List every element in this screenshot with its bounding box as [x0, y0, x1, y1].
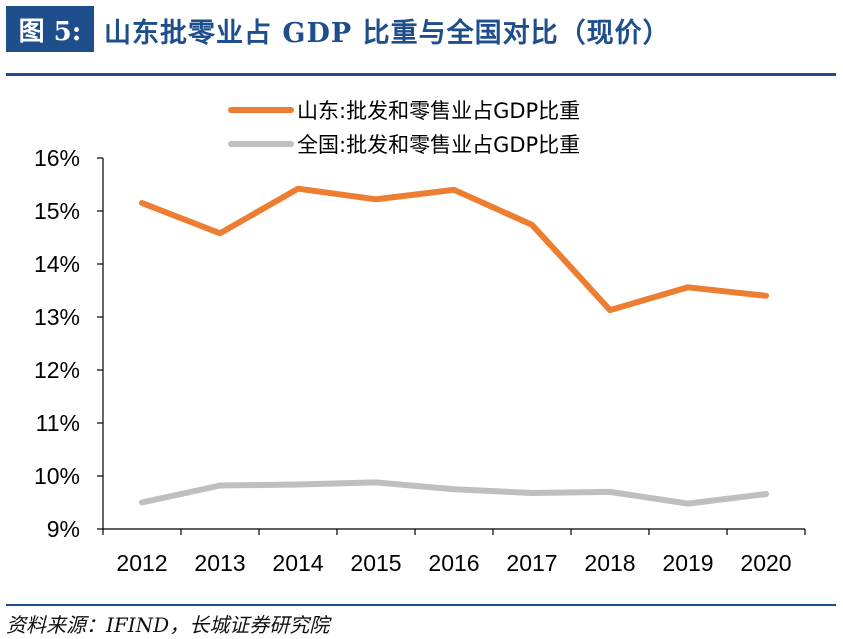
y-tick-label: 12%: [34, 357, 80, 383]
footer-divider: [6, 604, 836, 606]
series-line-2: [139, 479, 769, 507]
y-tick-label: 11%: [36, 410, 80, 436]
y-axis: 16% 15% 14% 13% 12% 11% 10% 9%: [34, 145, 104, 542]
x-tick-label: 2017: [506, 550, 557, 576]
plot-area: [139, 185, 769, 507]
figure-title: 山东批零业占 GDP 比重与全国对比（现价）: [104, 17, 671, 49]
x-tick-label: 2013: [194, 550, 245, 576]
source-note: 资料来源：IFIND，长城证券研究院: [6, 613, 330, 637]
x-tick-label: 2018: [584, 550, 635, 576]
y-tick-label: 16%: [34, 145, 80, 171]
title-divider: [6, 73, 836, 76]
y-tick-label: 15%: [34, 198, 80, 224]
x-tick-label: 2019: [662, 550, 713, 576]
series-line-1: [139, 185, 769, 314]
y-tick-label: 9%: [47, 516, 80, 542]
x-tick-label: 2015: [350, 550, 401, 576]
x-axis: 2012 2013 2014 2015 2016 2017 2018 2019 2020: [102, 528, 806, 576]
x-tick-label: 2020: [740, 550, 791, 576]
legend-label: 山东:批发和零售业占GDP比重: [297, 99, 580, 123]
figure-label: 图 5:: [6, 6, 94, 52]
y-tick-label: 10%: [34, 463, 80, 489]
x-tick-label: 2016: [428, 550, 479, 576]
y-tick-label: 13%: [34, 304, 80, 330]
legend-label: 全国:批发和零售业占GDP比重: [297, 133, 580, 157]
x-tick-label: 2012: [116, 550, 167, 576]
x-tick-label: 2014: [272, 550, 323, 576]
y-tick-label: 14%: [34, 251, 80, 277]
